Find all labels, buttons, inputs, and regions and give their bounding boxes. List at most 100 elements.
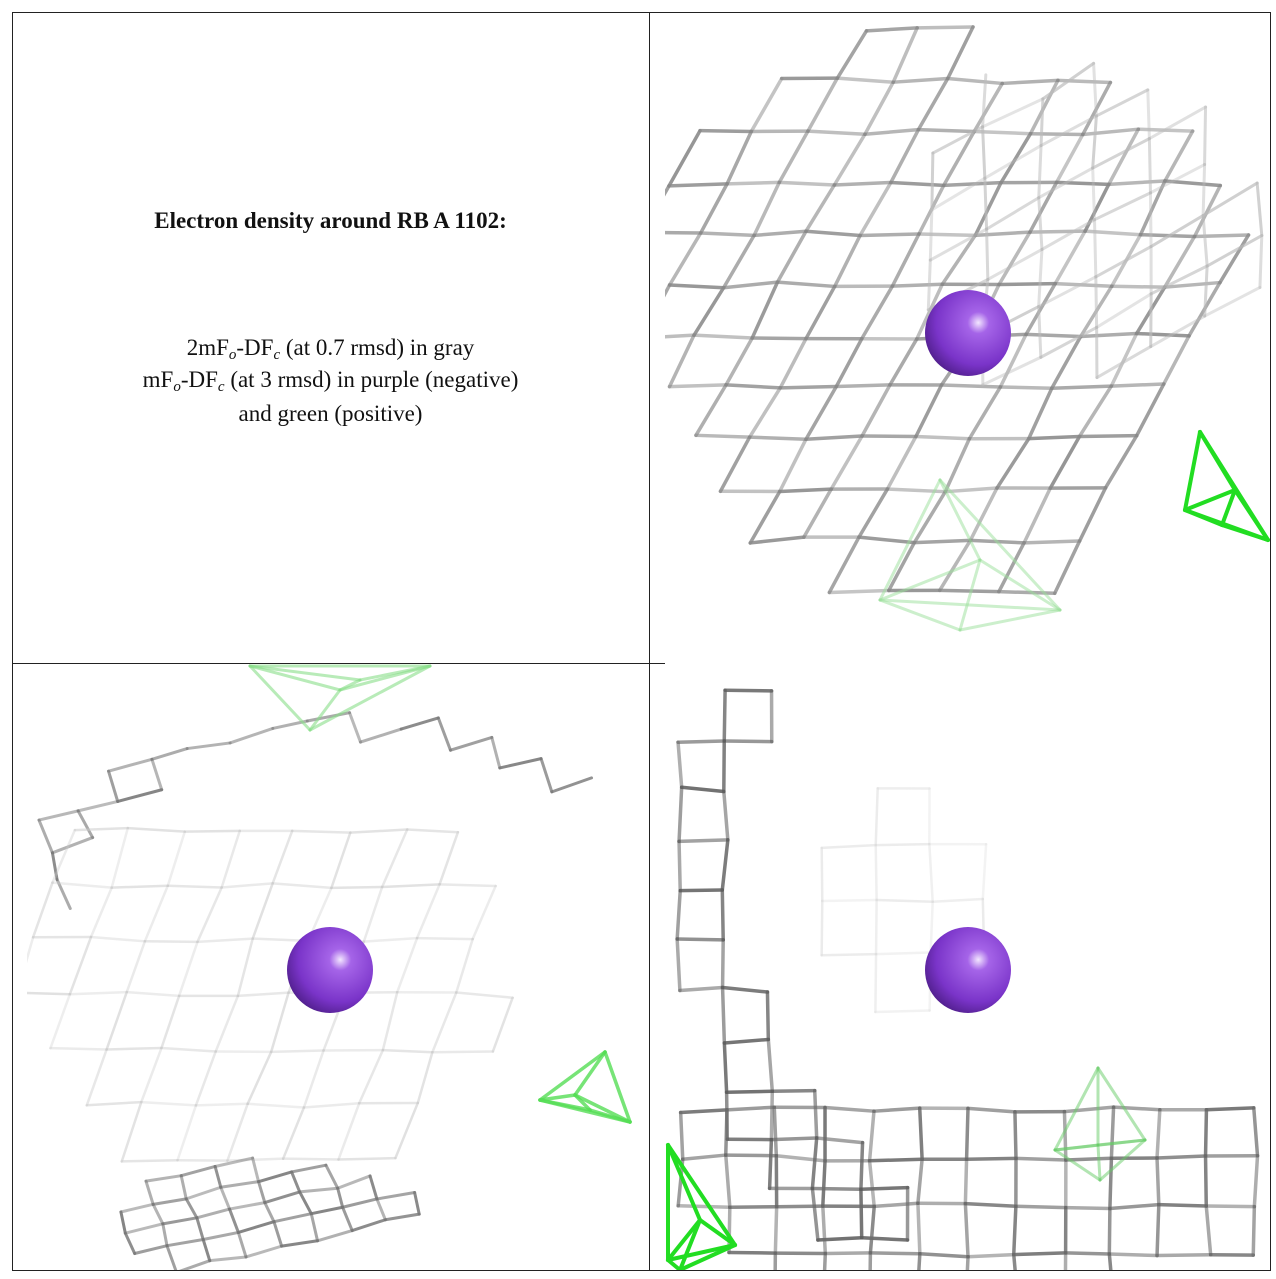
- mesh-line: [1063, 1251, 1112, 1256]
- mesh-line: [765, 990, 771, 1042]
- mesh-line: [195, 1216, 205, 1242]
- mesh-line: [810, 1186, 820, 1242]
- mesh-line: [298, 1190, 313, 1216]
- mesh-line: [750, 336, 808, 341]
- mesh-line: [179, 1164, 217, 1178]
- mesh-line: [1011, 1252, 1017, 1270]
- mesh-line: [1201, 181, 1259, 218]
- mesh-line: [827, 535, 861, 595]
- mesh-line: [1107, 1206, 1112, 1256]
- atom-sphere: [925, 927, 1011, 1013]
- mesh-line: [244, 1244, 284, 1259]
- mesh-line: [1203, 264, 1209, 318]
- mesh-line: [963, 1201, 970, 1259]
- mesh-line: [926, 258, 932, 312]
- mesh-line: [228, 726, 275, 745]
- mesh-line: [728, 1204, 779, 1210]
- mesh-line: [178, 1259, 212, 1270]
- mesh-line: [998, 385, 1054, 391]
- mesh-line: [324, 1163, 340, 1190]
- mesh-line: [280, 1239, 320, 1248]
- mesh-line: [51, 881, 113, 889]
- mesh-line: [891, 76, 950, 84]
- mesh-line: [806, 76, 840, 133]
- mesh-line: [381, 990, 399, 1052]
- mesh-line: [1050, 384, 1114, 391]
- mesh-line: [1203, 285, 1262, 318]
- mesh-line: [937, 538, 973, 593]
- mesh-line: [724, 1153, 732, 1210]
- difference-mesh: [978, 558, 1062, 612]
- mesh-line: [228, 1201, 267, 1211]
- mesh-line: [863, 80, 895, 136]
- mesh-line: [667, 231, 703, 287]
- mesh-line: [1203, 1107, 1209, 1158]
- mesh-line: [316, 1229, 354, 1243]
- mesh-line: [349, 828, 409, 834]
- mesh-line: [1205, 234, 1264, 268]
- mesh-line: [874, 898, 878, 956]
- mesh-line: [37, 818, 54, 855]
- mesh-line: [166, 830, 187, 887]
- mesh-line: [804, 434, 864, 441]
- mesh-line: [675, 888, 682, 941]
- mesh-line: [981, 843, 988, 901]
- difference-mesh: [878, 478, 942, 602]
- mesh-line: [1204, 1204, 1213, 1257]
- mesh-line: [1048, 434, 1082, 490]
- mesh-line: [997, 281, 1057, 287]
- mesh-line: [1078, 331, 1139, 339]
- mesh-line: [1157, 1202, 1209, 1208]
- mesh-line: [1095, 292, 1153, 329]
- mesh-line: [997, 541, 1026, 594]
- mesh-line: [123, 1222, 165, 1235]
- mesh-line: [777, 487, 833, 494]
- mesh-line: [1064, 1205, 1112, 1211]
- mesh-line: [281, 1106, 306, 1160]
- mesh-line: [692, 285, 726, 337]
- difference-mesh: [1096, 1066, 1147, 1142]
- mesh-line: [917, 1251, 922, 1270]
- mesh-line: [889, 180, 946, 188]
- mesh-line: [1028, 180, 1059, 234]
- mesh-line: [917, 1106, 924, 1161]
- mesh-line: [185, 741, 232, 751]
- mesh-line: [1134, 331, 1191, 338]
- caption-line: 2mFo-DFc (at 0.7 rmsd) in gray: [12, 335, 649, 364]
- mesh-line: [184, 1185, 223, 1201]
- mesh-line: [438, 883, 497, 888]
- mesh-line: [874, 952, 878, 1014]
- mesh-line: [1037, 144, 1043, 200]
- mesh-line: [219, 1185, 232, 1211]
- mesh-line: [246, 1050, 273, 1106]
- mesh-line: [251, 1156, 261, 1184]
- mesh-line: [1054, 132, 1085, 185]
- mesh-line: [678, 1108, 729, 1115]
- mesh-line: [49, 1046, 108, 1051]
- mesh-line: [196, 937, 254, 944]
- mesh-line: [399, 716, 440, 731]
- mesh-line: [859, 1236, 910, 1242]
- mesh-line: [722, 1041, 729, 1094]
- mesh-line: [874, 843, 878, 902]
- mesh-line: [119, 1202, 155, 1214]
- mesh-line: [1014, 1156, 1068, 1162]
- mesh-line: [747, 435, 808, 441]
- mesh-line: [775, 229, 808, 284]
- mesh-line: [752, 180, 782, 238]
- mesh-line: [251, 882, 274, 940]
- mesh-line: [943, 486, 999, 494]
- mesh-line: [539, 757, 554, 794]
- mesh-line: [675, 937, 725, 942]
- mesh-line: [872, 1106, 922, 1113]
- mesh-line: [1147, 137, 1152, 195]
- difference-mesh: [1183, 488, 1237, 512]
- mesh-line: [859, 1185, 910, 1192]
- difference-mesh: [538, 1093, 577, 1102]
- mesh-line: [820, 846, 824, 903]
- difference-mesh: [666, 1143, 737, 1247]
- mesh-line: [694, 383, 728, 438]
- mesh-line: [1162, 334, 1191, 386]
- mesh-line: [718, 435, 752, 494]
- mesh-line: [890, 282, 945, 288]
